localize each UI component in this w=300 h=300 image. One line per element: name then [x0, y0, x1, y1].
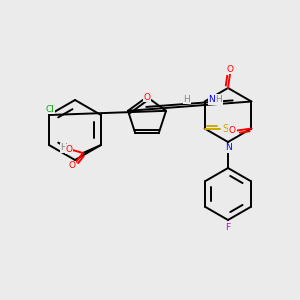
Text: H: H — [61, 143, 68, 152]
Text: O: O — [226, 64, 233, 74]
Text: N: N — [225, 143, 231, 152]
Text: H: H — [183, 95, 190, 104]
Text: O: O — [229, 126, 236, 135]
Text: N: N — [208, 95, 215, 104]
Text: S: S — [223, 124, 229, 134]
Text: O: O — [143, 92, 151, 101]
Text: Cl: Cl — [46, 104, 55, 113]
Text: H: H — [215, 95, 222, 104]
Text: F: F — [225, 223, 231, 232]
Text: O: O — [65, 145, 73, 154]
Text: O: O — [68, 161, 76, 170]
